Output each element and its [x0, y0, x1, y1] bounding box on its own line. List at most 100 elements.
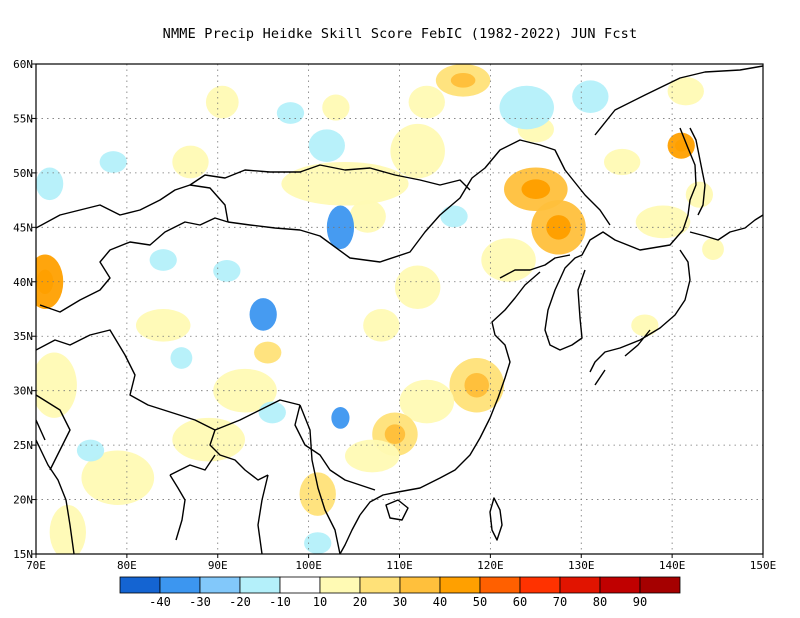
negative-skill-patch	[249, 298, 277, 331]
border-central-asia	[36, 217, 301, 431]
colorbar-label: -20	[229, 595, 251, 609]
skill-patch-core	[384, 424, 406, 445]
x-tick-label: 70E	[26, 559, 46, 572]
colorbar-swatch	[199, 576, 241, 594]
x-tick-label: 130E	[568, 559, 595, 572]
coastline-japan	[589, 249, 691, 386]
negative-skill-patch	[331, 407, 350, 429]
colorbar-label: -10	[269, 595, 291, 609]
positive-skill-patch	[36, 352, 77, 418]
negative-skill-patch	[258, 401, 286, 424]
coastline-taiwan	[489, 497, 503, 541]
positive-skill-patch	[172, 145, 209, 179]
colorbar-label: -30	[189, 595, 211, 609]
y-tick-label: 30N	[13, 385, 33, 398]
border-mongolia	[189, 139, 611, 263]
y-tick-label: 35N	[13, 330, 33, 343]
colorbar-swatch	[439, 576, 481, 594]
colorbar-label: 40	[433, 595, 447, 609]
positive-skill-patch	[685, 181, 714, 208]
coastline-china-east	[359, 271, 541, 516]
positive-skill-patch	[172, 417, 246, 462]
positive-skill-patch	[408, 85, 445, 119]
coastline-sakhalin	[689, 127, 706, 216]
positive-skill-patch	[135, 309, 191, 342]
border-himalaya	[36, 394, 376, 554]
skill-patch-core	[464, 372, 490, 398]
y-tick-label: 55N	[13, 112, 33, 125]
positive-skill-patch	[481, 238, 536, 282]
y-tick-label: 15N	[13, 548, 33, 561]
colorbar: -40 -30 -20 -10 10 20 30 40 50 60 70 80 90	[119, 576, 681, 609]
positive-skill-patch	[394, 265, 441, 309]
positive-skill-patch	[702, 238, 724, 260]
lat-lon-grid	[36, 64, 763, 554]
coastline-bohai	[499, 254, 571, 279]
colorbar-label: 10	[313, 595, 327, 609]
border-kazakhstan	[36, 184, 229, 229]
negative-skill-patch	[308, 129, 345, 163]
negative-skill-patch	[170, 347, 193, 369]
x-tick-label: 80E	[117, 559, 137, 572]
positive-skill-patch	[635, 205, 691, 239]
coastline-okhotsk-korea	[544, 65, 763, 351]
positive-skill-patch	[281, 162, 409, 206]
colorbar-label: 20	[353, 595, 367, 609]
negative-skill-patch	[36, 167, 64, 201]
coastline-hainan	[385, 499, 409, 521]
colorbar-swatch	[559, 576, 601, 594]
colorbar-swatch	[599, 576, 641, 594]
positive-skill-patch	[322, 94, 350, 121]
colorbar-label: 90	[633, 595, 647, 609]
negative-skill-patch	[276, 102, 305, 124]
colorbar-swatch	[239, 576, 281, 594]
coastline-indochina	[169, 474, 361, 554]
y-tick-label: 50N	[13, 167, 33, 180]
negative-skill-patch	[76, 439, 105, 462]
positive-skill-patch	[399, 379, 455, 424]
positive-skill-patch	[205, 85, 239, 119]
y-tick-label: 40N	[13, 276, 33, 289]
coastlines-and-borders	[36, 65, 763, 554]
positive-skill-patch	[667, 77, 704, 106]
y-tick-label: 25N	[13, 439, 33, 452]
positive-skill-patch	[390, 123, 445, 179]
negative-skill-patch	[213, 260, 241, 282]
x-tick-label: 140E	[659, 559, 686, 572]
map-title: NMME Precip Heidke Skill Score FebIC (19…	[162, 26, 638, 42]
x-tick-label: 150E	[750, 559, 777, 572]
y-tick-label: 60N	[13, 58, 33, 71]
positive-skill-patch	[603, 148, 641, 176]
positive-skill-patch	[344, 439, 400, 473]
y-tick-label: 20N	[13, 494, 33, 507]
colorbar-label: 70	[553, 595, 567, 609]
negative-skill-patch	[440, 205, 468, 228]
skill-patch-core	[675, 139, 688, 152]
x-tick-label: 90E	[208, 559, 228, 572]
colorbar-label: 80	[593, 595, 607, 609]
colorbar-swatch	[159, 576, 201, 594]
colorbar-label: 30	[393, 595, 407, 609]
colorbar-label: 60	[513, 595, 527, 609]
y-tick-label: 45N	[13, 221, 33, 234]
skill-patch-core	[521, 179, 551, 200]
positive-skill-patch	[49, 505, 86, 554]
x-tick-label: 110E	[386, 559, 413, 572]
coastline-india-west	[36, 439, 75, 554]
positive-skill-patch	[81, 450, 155, 505]
positive-skill-patch	[299, 472, 336, 516]
colorbar-swatch	[119, 576, 161, 594]
negative-skill-patch	[149, 249, 177, 271]
colorbar-swatch	[279, 576, 321, 594]
negative-skill-patch	[499, 85, 554, 130]
negative-skill-patch	[304, 532, 332, 554]
positive-skill-patch	[254, 341, 282, 364]
colorbar-swatch	[399, 576, 441, 594]
negative-skill-patch	[572, 80, 609, 113]
skill-patch-core	[450, 72, 476, 88]
x-tick-label: 120E	[477, 559, 504, 572]
colorbar-swatch	[479, 576, 521, 594]
colorbar-swatch	[319, 576, 361, 594]
axis-ticks: 70E 80E 90E 100E 110E 120E 130E 140E 150E 15N 20N 2…	[13, 58, 776, 572]
